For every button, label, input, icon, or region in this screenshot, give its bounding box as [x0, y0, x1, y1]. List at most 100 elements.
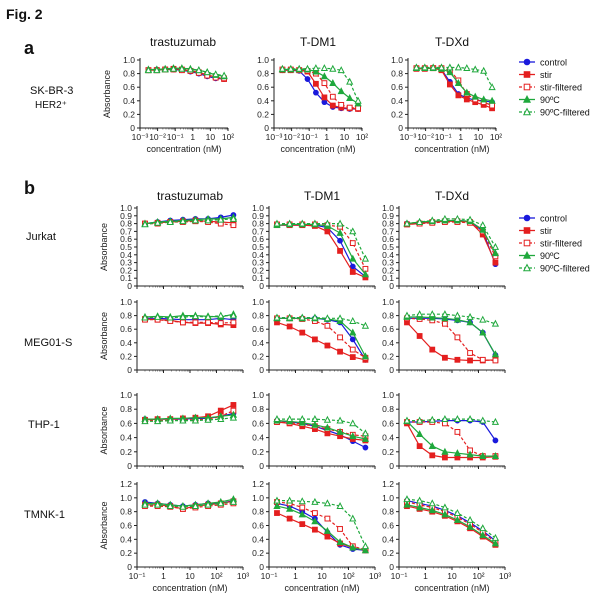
y-tick-label: 0.2	[252, 447, 264, 457]
data-point-90-c	[441, 314, 449, 322]
data-point-stir-filtered	[346, 104, 353, 111]
data-point-90-c	[349, 254, 357, 262]
data-point-90-c	[311, 420, 319, 428]
data-point-control	[492, 437, 499, 444]
x-tick-label: 1	[293, 571, 298, 581]
data-point-90-c-filtered	[428, 499, 436, 507]
y-tick-label: 0.1	[252, 273, 264, 283]
data-point-90-c-filtered	[336, 314, 344, 322]
y-tick-label: 0.6	[382, 234, 394, 244]
row-label-sk-br-3: SK-BR-3	[30, 85, 73, 97]
y-tick-label: 0.8	[252, 219, 264, 229]
data-point-90-c-filtered	[285, 313, 294, 321]
y-tick-label: 0	[264, 123, 269, 133]
data-point-90-c-filtered	[179, 502, 187, 510]
y-tick-label: 0.9	[252, 211, 264, 221]
data-point-90-c	[415, 429, 424, 437]
y-tick-label: 0.4	[120, 433, 132, 443]
data-point-90-c-filtered	[144, 66, 153, 74]
y-tick-label: 0.8	[382, 311, 394, 321]
x-tick-label: 10⁻¹	[301, 132, 318, 142]
y-tick-label: 1.0	[120, 297, 132, 307]
y-tick-label: 0.2	[382, 265, 394, 275]
data-point-90-c-filtered	[166, 416, 174, 424]
data-point-90-c-filtered	[403, 219, 411, 227]
y-tick-label: 0.4	[382, 534, 394, 544]
row-sublabel-her2: HER2⁺	[35, 100, 67, 111]
y-tick-label: 0	[127, 365, 132, 375]
y-tick-label: 0.4	[382, 250, 394, 260]
data-point-90-c-filtered	[217, 311, 225, 319]
data-point-90-c-filtered	[178, 64, 186, 72]
x-tick-label: 10⁻¹	[129, 571, 146, 581]
data-point-90-c	[403, 500, 411, 508]
data-point-stir-filtered	[205, 319, 211, 326]
legend-label-90-c-filtered: 90ºC-filtered	[540, 108, 590, 118]
data-point-90-c-filtered	[273, 219, 281, 227]
x-tick-label: 10²	[210, 571, 222, 581]
y-tick-label: 1.0	[123, 55, 135, 65]
data-point-90-c	[428, 442, 436, 450]
data-point-90-c-filtered	[491, 417, 500, 425]
series-line-90-c-filtered	[282, 67, 359, 102]
data-point-90-c-filtered	[479, 524, 487, 532]
y-tick-label: 0.5	[252, 242, 264, 252]
data-point-90-c	[471, 92, 479, 100]
data-point-90-c	[323, 423, 332, 431]
data-point-90-c	[453, 515, 462, 523]
data-point-stir-filtered	[217, 320, 224, 326]
y-tick-label: 0.4	[123, 96, 135, 106]
data-point-90-c-filtered	[354, 96, 362, 104]
data-point-90-c-filtered	[323, 314, 332, 322]
y-tick-label: 0.9	[382, 211, 394, 221]
data-point-90-c	[285, 504, 294, 512]
x-tick-label: 10³	[237, 571, 249, 581]
row-label-jurkat: Jurkat	[26, 231, 56, 243]
data-point-90-c-filtered	[491, 242, 500, 250]
data-point-90-c	[491, 249, 500, 257]
data-point-90-c-filtered	[285, 219, 294, 227]
data-point-90-c-filtered	[323, 499, 332, 507]
data-point-90-c-filtered	[285, 496, 294, 504]
data-point-90-c-filtered	[479, 221, 487, 229]
data-point-90-c-filtered	[491, 533, 500, 541]
y-tick-label: 0.4	[252, 433, 264, 443]
panel-a-label: a	[24, 38, 35, 58]
data-point-90-c-filtered	[336, 502, 344, 510]
x-axis-label: concentration (nM)	[152, 583, 227, 593]
data-point-90-c	[479, 225, 487, 233]
x-tick-label: 10⁻³	[132, 132, 149, 142]
data-point-90-c-filtered	[195, 66, 203, 74]
data-point-control	[349, 263, 356, 270]
x-tick-label: 10²	[490, 132, 502, 142]
y-tick-label: 1.0	[382, 390, 394, 400]
series-90-c	[403, 500, 500, 547]
data-point-90-c-filtered	[298, 219, 306, 227]
data-point-90-c	[323, 526, 332, 534]
data-point-90-c-filtered	[428, 415, 436, 423]
chart-meg01-s-t-dm1: 0 0.2 0.4 0.6 0.8 1.0	[252, 297, 376, 375]
data-point-stir	[349, 269, 356, 275]
data-point-stir	[429, 346, 436, 353]
data-point-90-c	[298, 510, 306, 518]
y-axis-label: Absorbance	[99, 223, 109, 271]
y-tick-label: 1.0	[252, 297, 264, 307]
data-point-90-c-filtered	[312, 64, 320, 72]
data-point-90-c	[491, 350, 500, 358]
x-tick-label: 10²	[342, 571, 354, 581]
data-point-90-c-filtered	[454, 63, 463, 71]
data-point-90-c	[361, 434, 370, 442]
data-point-90-c-filtered	[161, 65, 169, 73]
data-point-90-c-filtered	[437, 63, 446, 71]
y-tick-label: 0.3	[382, 258, 394, 268]
data-point-90-c-filtered	[204, 216, 212, 224]
y-tick-label: 1.0	[382, 203, 394, 213]
y-tick-label: 0	[127, 562, 132, 572]
y-tick-label: 1.0	[382, 297, 394, 307]
y-tick-label: 0.2	[252, 351, 264, 361]
data-point-90-c	[273, 502, 281, 510]
data-point-90-c-filtered	[415, 310, 424, 318]
y-tick-label: 0.2	[120, 265, 132, 275]
y-tick-label: 1.0	[382, 493, 394, 503]
data-point-90-c-filtered	[153, 218, 162, 226]
